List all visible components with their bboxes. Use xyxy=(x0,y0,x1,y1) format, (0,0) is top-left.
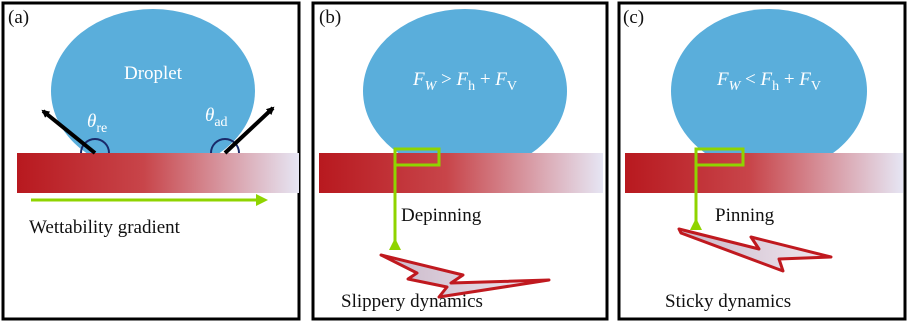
panel-a: (a) Droplet θre θad Wettability gradient xyxy=(3,3,299,319)
state-label: Depinning xyxy=(401,205,482,226)
panel-label: (b) xyxy=(319,7,341,28)
caption: Sticky dynamics xyxy=(665,291,791,312)
substrate xyxy=(17,153,299,193)
bolt xyxy=(679,229,831,271)
figure: (a) Droplet θre θad Wettability gradient… xyxy=(0,0,909,323)
state-label: Pinning xyxy=(715,205,775,226)
droplet-label: Droplet xyxy=(124,63,183,84)
substrate xyxy=(625,153,903,193)
panel-c: (c) FW < Fh + FV Pinning Sticky dynamics xyxy=(619,3,905,319)
substrate xyxy=(319,153,603,193)
caption: Wettability gradient xyxy=(29,217,181,238)
caption: Slippery dynamics xyxy=(341,291,483,312)
panel-label: (a) xyxy=(8,7,29,28)
panel-b: (b) FW > Fh + FV Depinning Slippery dyna… xyxy=(313,3,607,319)
panel-label: (c) xyxy=(623,7,644,28)
